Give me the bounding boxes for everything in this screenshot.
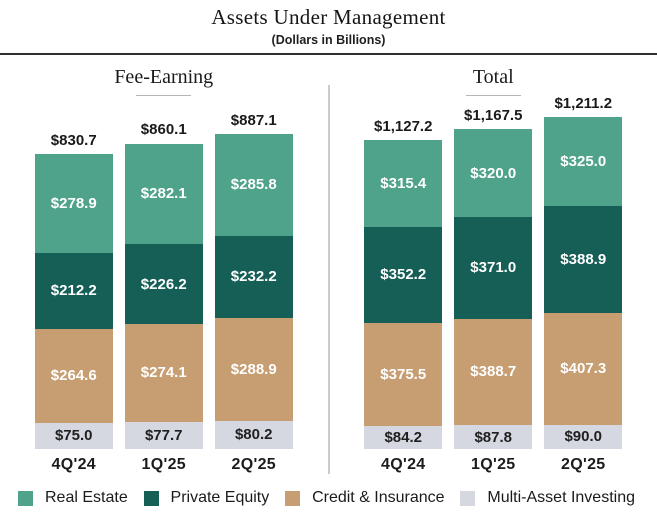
x-axis-label: 2Q'25 (561, 456, 606, 474)
bar-total-label: $1,211.2 (554, 94, 613, 112)
segment-private-equity: $352.2 (364, 226, 443, 324)
legend-label: Multi-Asset Investing (487, 489, 635, 507)
segment-real-estate: $325.0 (544, 117, 623, 207)
legend-item: Private Equity (143, 489, 270, 507)
segment-private-equity: $232.2 (214, 235, 293, 319)
chart-title: Total (472, 66, 514, 89)
segment-credit-insurance: $407.3 (544, 312, 623, 425)
chart-title: Fee-Earning (114, 66, 214, 89)
segment-credit-insurance: $375.5 (364, 323, 443, 427)
stacked-bar: $325.0 $388.9 $407.3 $90.0 (544, 117, 623, 450)
segment-real-estate: $285.8 (214, 134, 293, 236)
legend-label: Private Equity (170, 489, 270, 507)
segment-multi-asset-investing: $84.2 (364, 426, 443, 450)
plot-area: $1,127.2 $315.4 $352.2 $375.5 $84.2 $1,167.5 $… (330, 94, 657, 450)
x-axis-row: 4Q'24 1Q'25 2Q'25 (330, 456, 657, 474)
segment-private-equity: $226.2 (124, 244, 203, 325)
chart-title-underline (465, 95, 521, 97)
bar-total-label: $1,167.5 (464, 106, 523, 124)
page-subtitle: (Dollars in Billions) (271, 33, 386, 48)
bar-column: $1,167.5 $320.0 $371.0 $388.7 $87.8 (454, 106, 533, 450)
report-header: Assets Under Management (Dollars in Bill… (0, 0, 657, 56)
bar-total-label: $1,127.2 (374, 117, 433, 135)
legend-swatch (460, 490, 476, 506)
bar-column: $1,211.2 $325.0 $388.9 $407.3 $90.0 (544, 94, 623, 450)
x-axis-row: 4Q'24 1Q'25 2Q'25 (0, 456, 328, 474)
header-rule (0, 53, 657, 56)
legend-item: Credit & Insurance (285, 489, 445, 507)
legend-item: Multi-Asset Investing (460, 489, 635, 507)
segment-credit-insurance: $264.6 (34, 328, 113, 423)
legend-swatch (143, 490, 159, 506)
legend-label: Real Estate (45, 489, 128, 507)
bar-column: $830.7 $278.9 $212.2 $264.6 $75.0 (34, 131, 113, 450)
chart-divider (327, 85, 330, 475)
stacked-bar: $282.1 $226.2 $274.1 $77.7 (124, 143, 203, 450)
bar-total-label: $887.1 (230, 111, 277, 129)
segment-private-equity: $388.9 (544, 206, 623, 313)
chart-title-underline (136, 95, 192, 97)
segment-multi-asset-investing: $80.2 (214, 420, 293, 450)
segment-credit-insurance: $288.9 (214, 318, 293, 421)
x-axis-label: 2Q'25 (231, 456, 276, 474)
bar-total-label: $860.1 (140, 121, 187, 139)
legend-item: Real Estate (18, 489, 128, 507)
chart-total: Total $1,127.2 $315.4 $352.2 $375.5 $84.2 $1,… (330, 55, 657, 474)
stacked-bar: $320.0 $371.0 $388.7 $87.8 (454, 129, 533, 450)
segment-real-estate: $315.4 (364, 140, 443, 227)
plot-area: $830.7 $278.9 $212.2 $264.6 $75.0 $860.1 $282.… (0, 97, 328, 450)
segment-real-estate: $278.9 (34, 154, 113, 254)
segment-real-estate: $282.1 (124, 143, 203, 244)
bar-column: $887.1 $285.8 $232.2 $288.9 $80.2 (214, 111, 293, 450)
legend-swatch (285, 490, 301, 506)
chart-fee-earning: Fee-Earning $830.7 $278.9 $212.2 $264.6 $75.… (0, 55, 328, 474)
segment-multi-asset-investing: $77.7 (124, 421, 203, 450)
stacked-bar: $285.8 $232.2 $288.9 $80.2 (214, 134, 293, 450)
x-axis-label: 1Q'25 (471, 456, 516, 474)
stacked-bar: $315.4 $352.2 $375.5 $84.2 (364, 140, 443, 450)
segment-multi-asset-investing: $75.0 (34, 422, 113, 450)
bar-column: $860.1 $282.1 $226.2 $274.1 $77.7 (124, 121, 203, 450)
bar-total-label: $830.7 (50, 131, 97, 149)
x-axis-label: 1Q'25 (141, 456, 186, 474)
segment-multi-asset-investing: $90.0 (544, 424, 623, 450)
segment-credit-insurance: $388.7 (454, 318, 533, 426)
legend-swatch (18, 490, 33, 506)
legend-label: Credit & Insurance (312, 489, 445, 507)
segment-multi-asset-investing: $87.8 (454, 425, 533, 450)
segment-private-equity: $212.2 (34, 253, 113, 329)
legend: Real Estate Private Equity Credit & Insura… (0, 489, 657, 507)
segment-real-estate: $320.0 (454, 129, 533, 217)
segment-private-equity: $371.0 (454, 216, 533, 319)
charts-row: Fee-Earning $830.7 $278.9 $212.2 $264.6 $75.… (0, 55, 657, 475)
x-axis-label: 4Q'24 (51, 456, 96, 474)
stacked-bar: $278.9 $212.2 $264.6 $75.0 (34, 154, 113, 450)
page-title: Assets Under Management (211, 5, 446, 29)
bar-column: $1,127.2 $315.4 $352.2 $375.5 $84.2 (364, 117, 443, 450)
segment-credit-insurance: $274.1 (124, 324, 203, 422)
x-axis-label: 4Q'24 (381, 456, 426, 474)
